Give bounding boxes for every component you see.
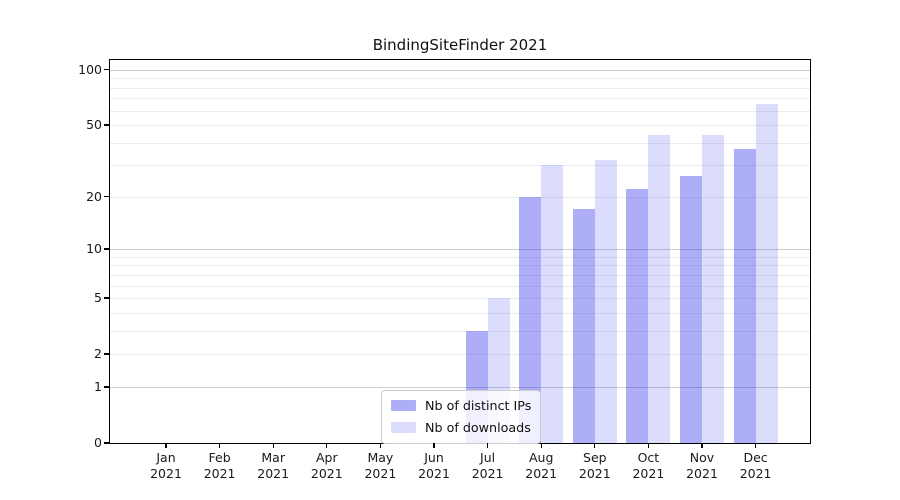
y-tick-label: 5: [94, 290, 102, 306]
x-tick-label: Jul 2021: [471, 450, 504, 481]
bar-downloads-oct: [648, 135, 671, 443]
minor-gridline: [110, 285, 810, 287]
x-tick-label: Mar 2021: [257, 450, 290, 481]
chart-title: BindingSiteFinder 2021: [372, 36, 548, 54]
minor-gridline: [110, 125, 810, 127]
bar-distinct-ips-oct: [626, 189, 649, 443]
legend-label-downloads: Nb of downloads: [425, 420, 531, 435]
x-tick-mark: [594, 443, 596, 448]
y-tick-mark: [104, 386, 110, 388]
minor-gridline: [110, 98, 810, 100]
x-tick-mark: [754, 443, 757, 448]
x-tick-mark: [701, 443, 703, 448]
x-tick-mark: [272, 443, 274, 448]
minor-gridline: [110, 354, 810, 356]
y-tick-mark: [104, 196, 110, 198]
plot-area: Nb of distinct IPs Nb of downloads: [109, 59, 811, 444]
bar-downloads-nov: [702, 135, 724, 443]
bar-downloads-sep: [594, 160, 617, 443]
minor-gridline: [110, 142, 810, 144]
x-tick-label: Dec 2021: [739, 450, 772, 481]
y-tick-mark: [104, 124, 110, 126]
y-tick-mark: [104, 248, 110, 250]
minor-gridline: [110, 256, 810, 258]
major-gridline: [110, 69, 810, 71]
minor-gridline: [110, 265, 810, 267]
x-tick-mark: [218, 443, 221, 448]
minor-gridline: [110, 330, 810, 332]
x-tick-mark: [540, 443, 542, 448]
minor-gridline: [110, 274, 810, 276]
y-tick-mark: [104, 297, 110, 299]
y-tick-mark: [104, 353, 110, 355]
major-gridline: [110, 249, 810, 251]
bar-distinct-ips-dec: [733, 148, 756, 443]
x-tick-mark: [379, 443, 382, 448]
x-tick-label: Nov 2021: [686, 450, 718, 481]
minor-gridline: [110, 87, 810, 89]
x-tick-mark: [165, 443, 167, 448]
x-tick-label: Jan 2021: [150, 450, 182, 481]
legend-item-downloads: Nb of downloads: [391, 418, 531, 437]
x-tick-label: Jun 2021: [418, 450, 450, 481]
x-tick-label: Feb 2021: [203, 450, 236, 481]
legend-item-distinct-ips: Nb of distinct IPs: [391, 396, 531, 415]
minor-gridline: [110, 196, 810, 198]
x-tick-label: Sep 2021: [578, 450, 611, 481]
minor-gridline: [110, 298, 810, 300]
bar-distinct-ips-nov: [680, 176, 702, 443]
y-tick-mark: [104, 442, 110, 444]
y-tick-label: 20: [86, 188, 102, 204]
legend-label-distinct-ips: Nb of distinct IPs: [425, 398, 532, 413]
minor-gridline: [110, 312, 810, 314]
y-tick-label: 2: [94, 346, 102, 362]
y-tick-label: 1: [94, 378, 102, 394]
x-tick-mark: [433, 443, 435, 448]
minor-gridline: [110, 78, 810, 80]
y-tick-mark: [104, 69, 110, 71]
y-tick-label: 0: [94, 435, 102, 450]
minor-gridline: [110, 110, 810, 112]
x-tick-label: Aug 2021: [525, 450, 558, 481]
x-tick-label: Oct 2021: [632, 450, 665, 481]
bar-downloads-dec: [755, 104, 778, 443]
legend-swatch-distinct-ips: [391, 400, 416, 411]
x-tick-label: Apr 2021: [310, 450, 343, 481]
y-tick-label: 50: [86, 117, 102, 133]
y-tick-label: 10: [86, 241, 102, 257]
x-tick-mark: [486, 443, 489, 448]
bar-distinct-ips-sep: [572, 209, 595, 443]
major-gridline: [110, 386, 810, 388]
legend-swatch-downloads: [391, 422, 416, 433]
x-tick-mark: [326, 443, 328, 448]
bar-distinct-ips-aug: [519, 196, 542, 443]
bar-downloads-aug: [541, 165, 564, 443]
minor-gridline: [110, 165, 810, 167]
x-tick-mark: [647, 443, 650, 448]
y-tick-label: 100: [78, 61, 102, 77]
x-tick-label: May 2021: [364, 450, 397, 481]
legend: Nb of distinct IPs Nb of downloads: [381, 390, 542, 444]
